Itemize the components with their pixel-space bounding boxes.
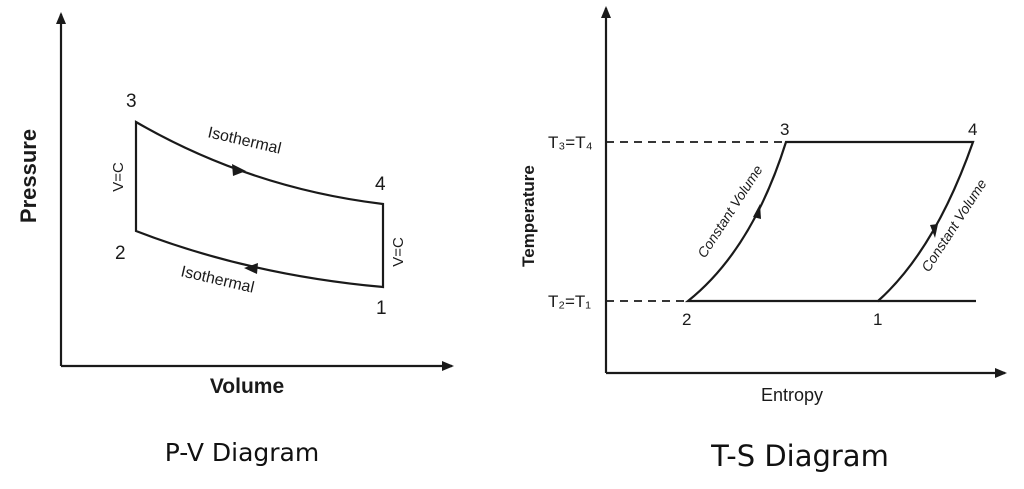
pv-cycle-area: [134, 120, 385, 289]
ts-y-label: Temperature: [519, 165, 538, 267]
pv-process-top-label: Isothermal: [206, 124, 283, 157]
pv-point-2: 2: [115, 243, 126, 264]
pv-bottom-flow-arrow: [244, 263, 258, 274]
ts-point-3: 3: [780, 120, 789, 139]
pv-caption: P-V Diagram: [165, 438, 319, 467]
pv-point-4: 4: [375, 174, 386, 195]
pv-process-left-label: V=C: [110, 162, 127, 192]
ts-x-label: Entropy: [761, 385, 823, 405]
pv-top-flow-arrow: [232, 164, 246, 176]
ts-caption: T-S Diagram: [710, 439, 889, 473]
ts-point-4: 4: [968, 120, 977, 139]
pv-point-3: 3: [126, 91, 137, 112]
ts-point-1: 1: [873, 310, 882, 329]
pv-process-right-label: V=C: [390, 237, 407, 267]
ts-left-flow-arrow: [753, 204, 761, 219]
ts-cycle-area: [684, 140, 975, 303]
pv-y-label: Pressure: [16, 129, 41, 223]
pv-process-bottom-label: Isothermal: [179, 263, 256, 296]
pv-diagram: Pressure Volume 3 2 4 1 Isothermal Isoth…: [16, 12, 454, 467]
pv-x-label: Volume: [210, 375, 284, 398]
ts-low-level-label: T₂=T₁: [548, 292, 591, 311]
ts-high-level-label: T₃=T₄: [548, 133, 593, 152]
ts-right-flow-arrow: [930, 224, 938, 238]
ts-point-2: 2: [682, 310, 691, 329]
pv-point-1: 1: [376, 298, 387, 319]
ts-process-left-label: Constant Volume: [694, 162, 766, 261]
ts-diagram: Temperature Entropy T₃=T₄ T₂=T₁ 3 4 2 1 …: [519, 6, 1007, 473]
